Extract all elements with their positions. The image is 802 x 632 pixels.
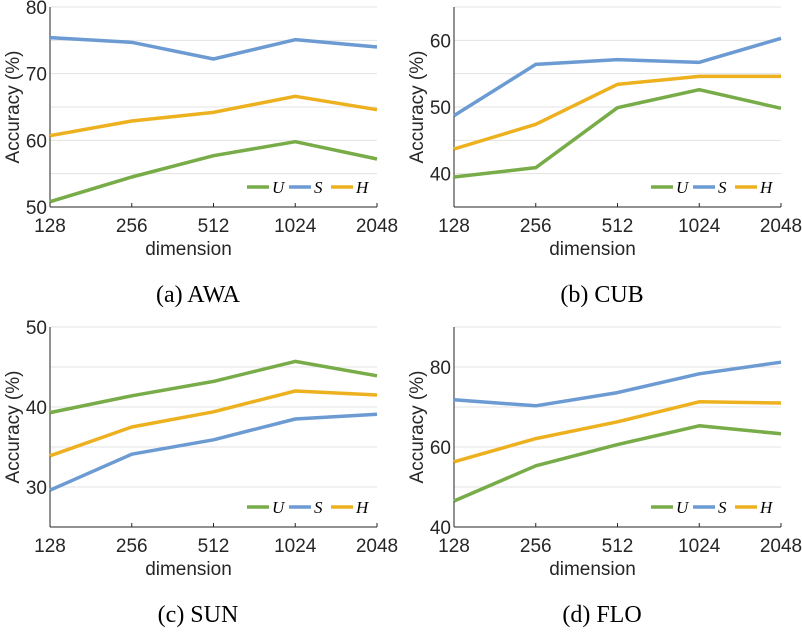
- x-tick-label: 128: [34, 536, 66, 557]
- chart-panel-4: 40 60 80 128 256 512 1024 2048 dimension Accuracy…: [407, 326, 802, 628]
- x-axis-label: dimension: [549, 239, 636, 260]
- chart-panel-2: 40 50 60 128 256 512 1024 2048 dimension Accuracy…: [407, 6, 802, 308]
- legend-label-S: S: [718, 498, 727, 517]
- chart-caption: (c) SUN: [158, 602, 239, 628]
- legend-label-H: H: [355, 178, 370, 197]
- series-line-U: [49, 139, 378, 204]
- x-tick-label: 256: [520, 536, 552, 557]
- x-tick-label: 128: [34, 216, 66, 237]
- legend-label-S: S: [718, 178, 727, 197]
- legend-label-U: U: [272, 178, 286, 197]
- y-tick-label: 70: [26, 65, 47, 86]
- series-line-H: [49, 389, 378, 458]
- x-tick-label: 2048: [356, 536, 398, 557]
- y-axis-label: Accuracy (%): [3, 371, 24, 484]
- x-tick-label: 256: [116, 216, 148, 237]
- legend-label-S: S: [314, 178, 323, 197]
- chart-caption: (d) FLO: [562, 602, 641, 628]
- y-axis-label: Accuracy (%): [3, 51, 24, 164]
- chart-panel-3: 30 40 50 128 256 512 1024 2048 dimension Accuracy…: [3, 318, 398, 628]
- y-tick-label: 50: [26, 318, 47, 339]
- x-tick-label: 512: [198, 536, 230, 557]
- chart-caption: (a) AWA: [156, 282, 241, 308]
- series-line-S: [453, 360, 782, 408]
- y-tick-label: 50: [430, 98, 451, 119]
- chart-panel-1: 50 60 70 80 128 256 512 1024 2048 dimension Accura…: [3, 0, 398, 308]
- x-axis-label: dimension: [549, 559, 636, 580]
- x-tick-label: 256: [116, 536, 148, 557]
- x-tick-label: 128: [438, 536, 470, 557]
- legend-label-S: S: [314, 498, 323, 517]
- x-tick-label: 1024: [678, 536, 721, 557]
- y-tick-label: 60: [430, 31, 451, 52]
- x-tick-label: 256: [520, 216, 552, 237]
- x-axis-label: dimension: [145, 559, 232, 580]
- y-tick-label: 80: [26, 0, 47, 19]
- x-tick-label: 512: [602, 216, 634, 237]
- y-tick-label: 30: [26, 478, 47, 499]
- x-tick-label: 1024: [274, 536, 317, 557]
- legend-label-H: H: [355, 498, 370, 517]
- series-line-H: [49, 94, 378, 138]
- series-line-S: [49, 35, 378, 61]
- x-tick-label: 2048: [356, 216, 398, 237]
- y-tick-label: 40: [430, 165, 451, 186]
- y-tick-label: 60: [26, 131, 47, 152]
- legend-label-H: H: [759, 498, 774, 517]
- y-tick-label: 50: [26, 198, 47, 219]
- legend-label-U: U: [676, 178, 690, 197]
- x-tick-label: 512: [198, 216, 230, 237]
- series-line-H: [453, 400, 782, 464]
- y-tick-label: 40: [430, 518, 451, 539]
- legend-label-H: H: [759, 178, 774, 197]
- x-tick-label: 2048: [760, 216, 802, 237]
- y-axis-label: Accuracy (%): [407, 371, 428, 484]
- legend-label-U: U: [272, 498, 286, 517]
- series-line-H: [453, 74, 781, 151]
- x-tick-label: 1024: [678, 216, 721, 237]
- series-line-U: [453, 424, 782, 503]
- y-tick-label: 80: [430, 358, 451, 379]
- series-line-S: [49, 412, 378, 492]
- y-tick-label: 40: [26, 398, 47, 419]
- x-axis-label: dimension: [145, 239, 232, 260]
- x-tick-label: 1024: [274, 216, 317, 237]
- series-line-U: [49, 359, 378, 415]
- y-axis-label: Accuracy (%): [407, 51, 428, 164]
- chart-caption: (b) CUB: [560, 282, 643, 308]
- x-tick-label: 512: [602, 536, 634, 557]
- legend-label-U: U: [676, 498, 690, 517]
- x-tick-label: 2048: [760, 536, 802, 557]
- y-tick-label: 60: [430, 438, 451, 459]
- x-tick-label: 128: [438, 216, 470, 237]
